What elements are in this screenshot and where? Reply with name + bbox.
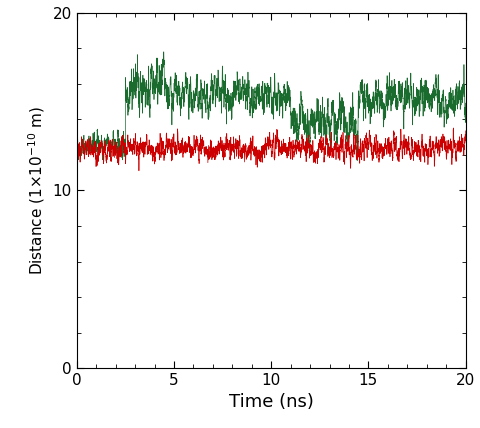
- Y-axis label: Distance (1×10$^{-10}$ m): Distance (1×10$^{-10}$ m): [26, 106, 47, 275]
- X-axis label: Time (ns): Time (ns): [229, 393, 313, 411]
